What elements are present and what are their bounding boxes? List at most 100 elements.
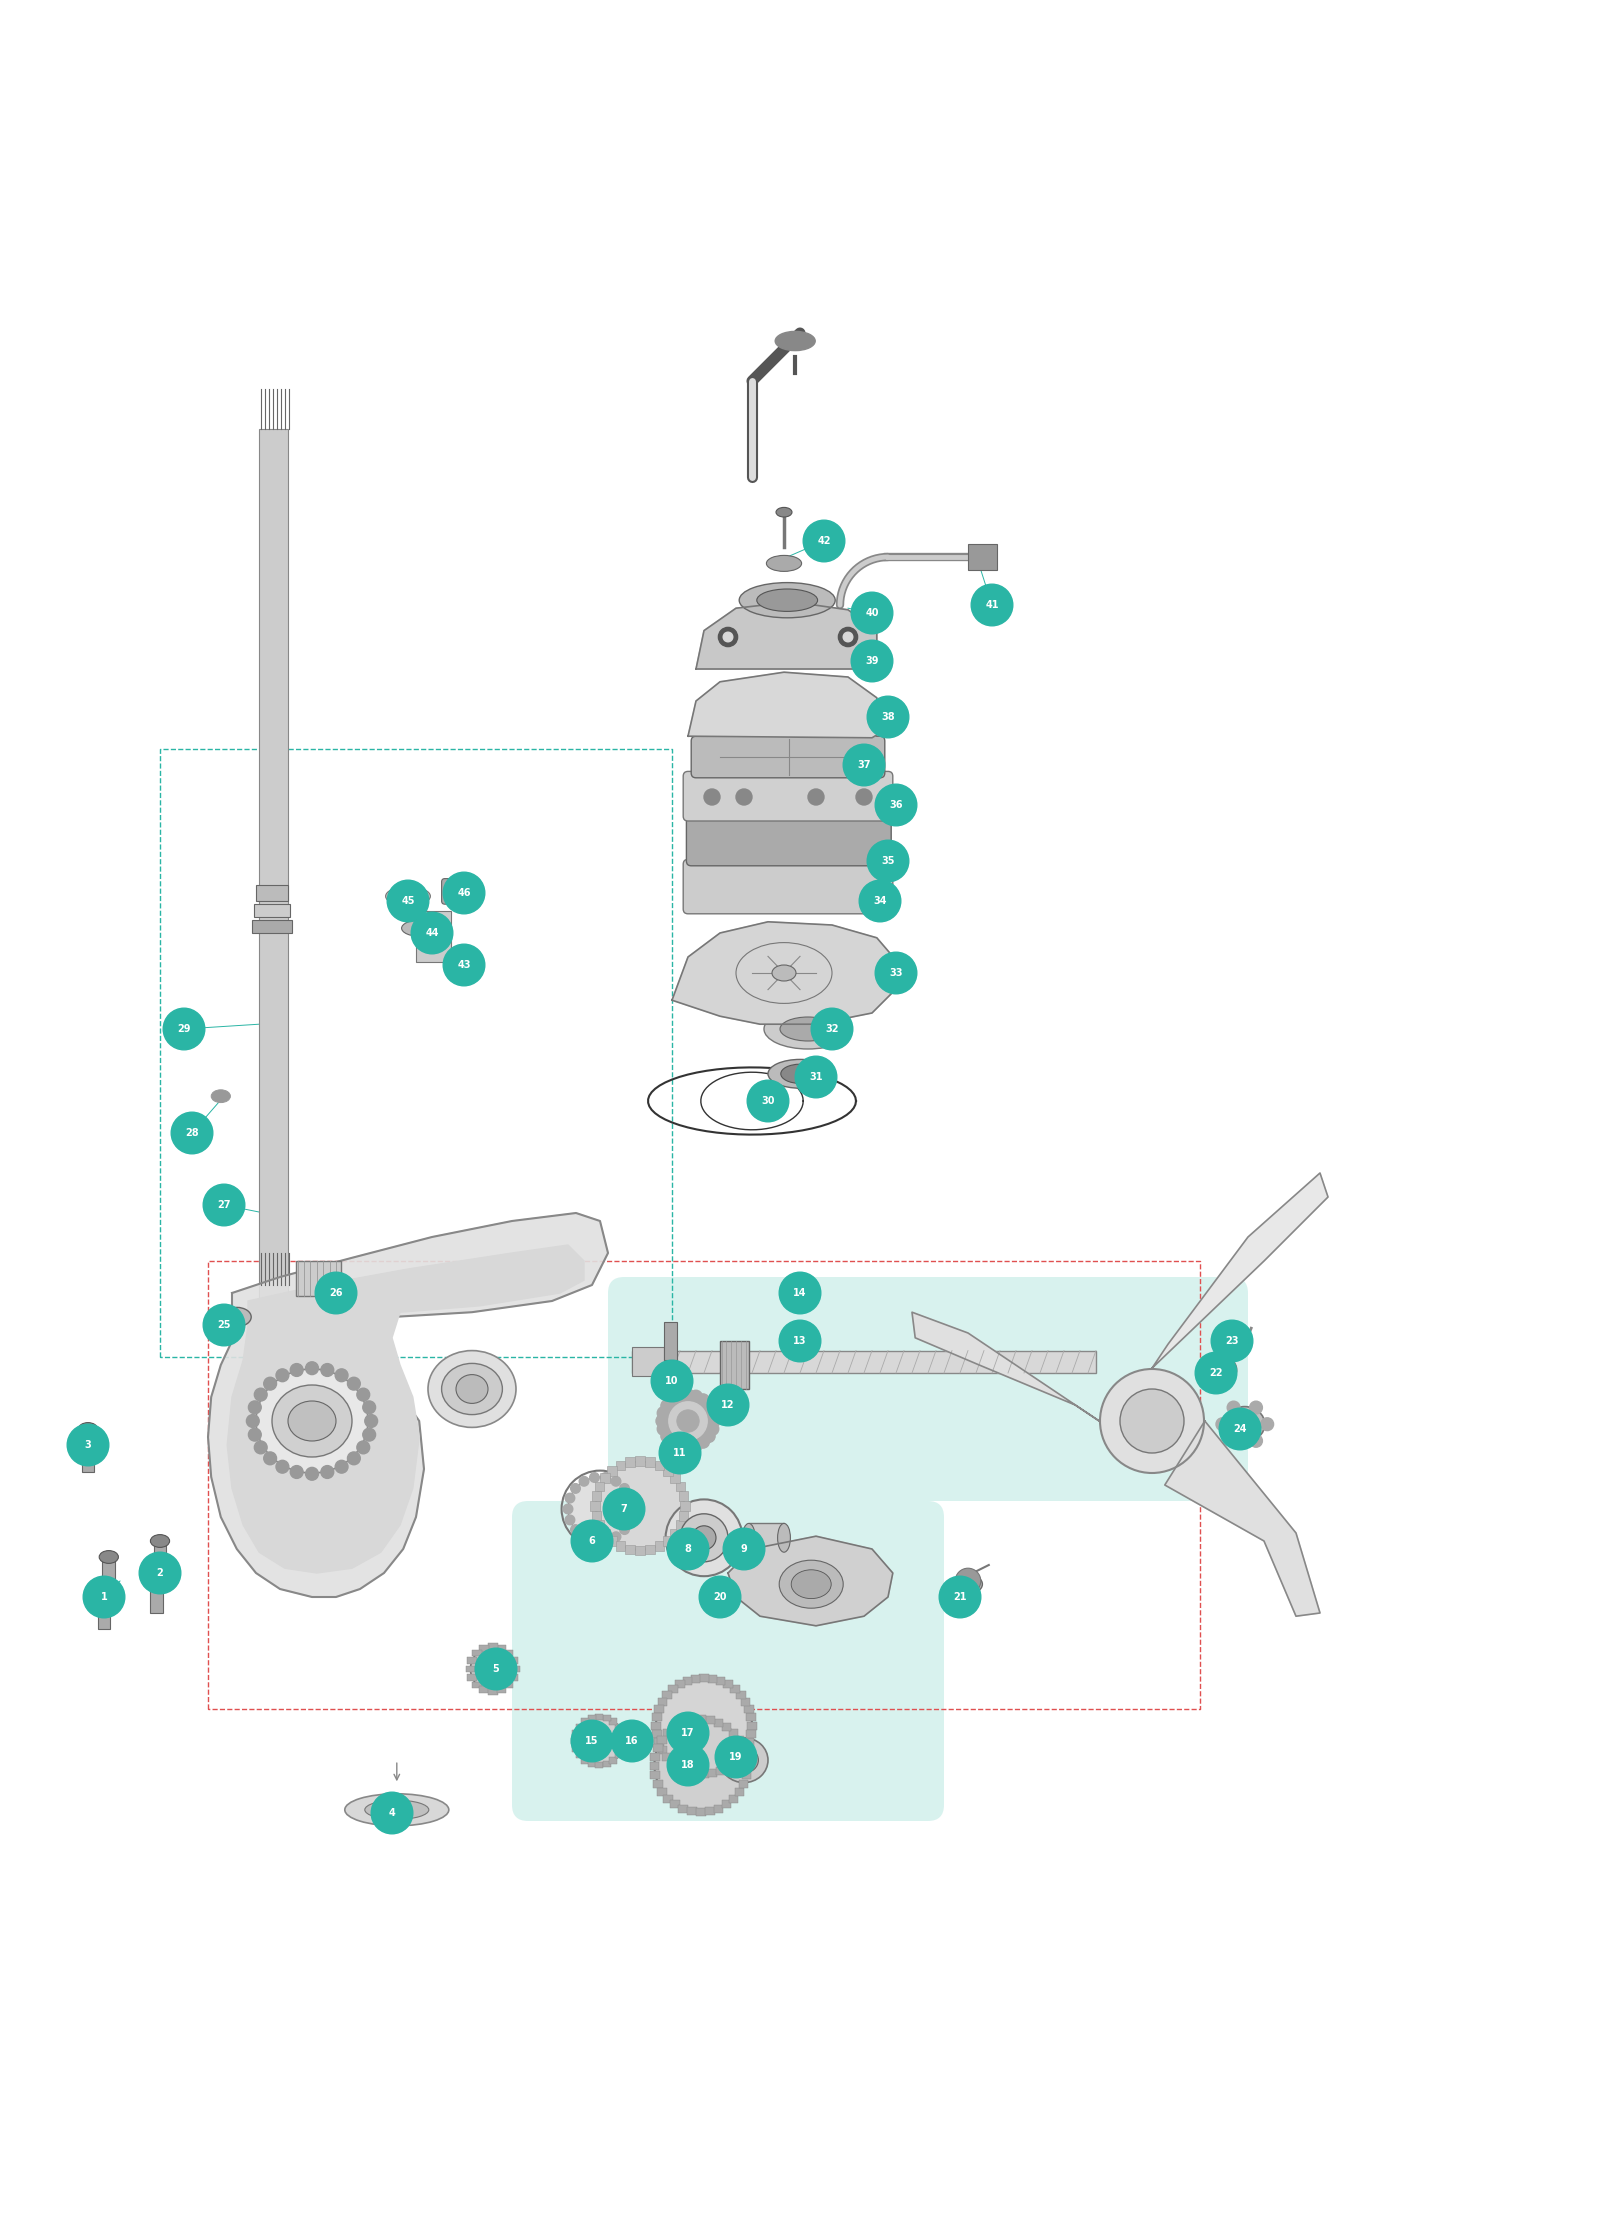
Ellipse shape [781, 1063, 819, 1083]
Bar [82, 1432, 94, 1472]
Ellipse shape [256, 1369, 368, 1472]
Bar [658, 1787, 667, 1796]
Circle shape [843, 632, 853, 641]
Circle shape [659, 1432, 701, 1474]
Ellipse shape [147, 1564, 166, 1577]
Ellipse shape [344, 1794, 448, 1825]
Circle shape [667, 1394, 680, 1407]
Circle shape [83, 1577, 125, 1617]
Bar [102, 1559, 115, 1600]
Bar [678, 1718, 688, 1727]
Circle shape [838, 628, 858, 646]
Bar [730, 1758, 739, 1767]
Bar [651, 1772, 661, 1778]
Circle shape [667, 1528, 709, 1571]
Bar [595, 1763, 603, 1767]
Bar [488, 1689, 498, 1696]
Circle shape [658, 1423, 670, 1434]
Bar [595, 1481, 605, 1490]
Bar [678, 1490, 688, 1501]
Circle shape [336, 1461, 347, 1472]
Text: 27: 27 [218, 1200, 230, 1211]
Text: 34: 34 [874, 896, 886, 907]
Circle shape [248, 1428, 261, 1441]
Bar [686, 1807, 696, 1816]
Circle shape [387, 880, 429, 923]
Bar [747, 1722, 757, 1729]
Text: 13: 13 [794, 1336, 806, 1347]
Circle shape [600, 1535, 610, 1546]
Circle shape [336, 1369, 349, 1381]
Circle shape [347, 1452, 360, 1466]
Ellipse shape [618, 1722, 653, 1758]
Ellipse shape [766, 556, 802, 572]
Circle shape [667, 1434, 680, 1448]
Circle shape [661, 1398, 674, 1412]
Bar [664, 1323, 677, 1361]
Ellipse shape [1101, 1369, 1205, 1472]
Circle shape [803, 521, 845, 561]
Ellipse shape [626, 1731, 645, 1751]
Bar [150, 1573, 163, 1613]
Ellipse shape [666, 1499, 742, 1577]
Polygon shape [1152, 1173, 1328, 1367]
Ellipse shape [742, 1524, 755, 1553]
Bar [610, 1758, 618, 1763]
Ellipse shape [1226, 1407, 1264, 1441]
Bar [747, 1729, 757, 1738]
Text: 22: 22 [1210, 1367, 1222, 1378]
Bar [496, 1644, 506, 1651]
Circle shape [661, 1430, 674, 1443]
Circle shape [475, 1649, 517, 1689]
Ellipse shape [402, 920, 437, 936]
Circle shape [571, 1526, 581, 1535]
Bar [600, 1528, 610, 1539]
Circle shape [699, 1577, 741, 1617]
Bar [658, 1698, 667, 1707]
Text: 24: 24 [1234, 1423, 1246, 1434]
Polygon shape [208, 1213, 608, 1597]
Bar [587, 1716, 595, 1722]
Ellipse shape [211, 1090, 230, 1104]
Bar [467, 1673, 477, 1680]
Text: 4: 4 [389, 1807, 395, 1818]
Circle shape [603, 1488, 645, 1530]
Circle shape [590, 1535, 600, 1546]
Circle shape [565, 1492, 574, 1503]
Circle shape [443, 871, 485, 914]
Bar [600, 1472, 610, 1483]
Text: 42: 42 [818, 536, 830, 545]
Circle shape [1227, 1401, 1240, 1414]
Circle shape [363, 1401, 376, 1414]
Circle shape [690, 1439, 702, 1452]
Text: 32: 32 [826, 1023, 838, 1034]
Circle shape [682, 1390, 694, 1401]
Circle shape [277, 1369, 290, 1381]
Circle shape [357, 1441, 370, 1454]
Bar [736, 1691, 746, 1698]
Bar [653, 1745, 662, 1751]
Circle shape [1211, 1320, 1253, 1363]
Bar [741, 1698, 750, 1707]
Bar [587, 1760, 595, 1767]
Circle shape [277, 1461, 288, 1472]
Bar [576, 1725, 584, 1729]
Bar [650, 1763, 659, 1769]
Text: 26: 26 [330, 1289, 342, 1298]
Circle shape [658, 1407, 670, 1419]
Text: 9: 9 [741, 1544, 747, 1555]
Circle shape [254, 1441, 267, 1454]
Polygon shape [688, 672, 880, 737]
Text: 45: 45 [402, 896, 414, 907]
Bar [734, 1736, 744, 1745]
Ellipse shape [365, 1801, 429, 1818]
Circle shape [254, 1387, 267, 1401]
Bar [651, 1713, 661, 1722]
Bar [714, 1805, 723, 1812]
Bar [496, 1687, 506, 1693]
Bar [669, 1684, 678, 1693]
Circle shape [1216, 1419, 1229, 1430]
Bar [472, 1682, 482, 1689]
Bar [707, 1769, 717, 1776]
Bar [662, 1754, 672, 1760]
